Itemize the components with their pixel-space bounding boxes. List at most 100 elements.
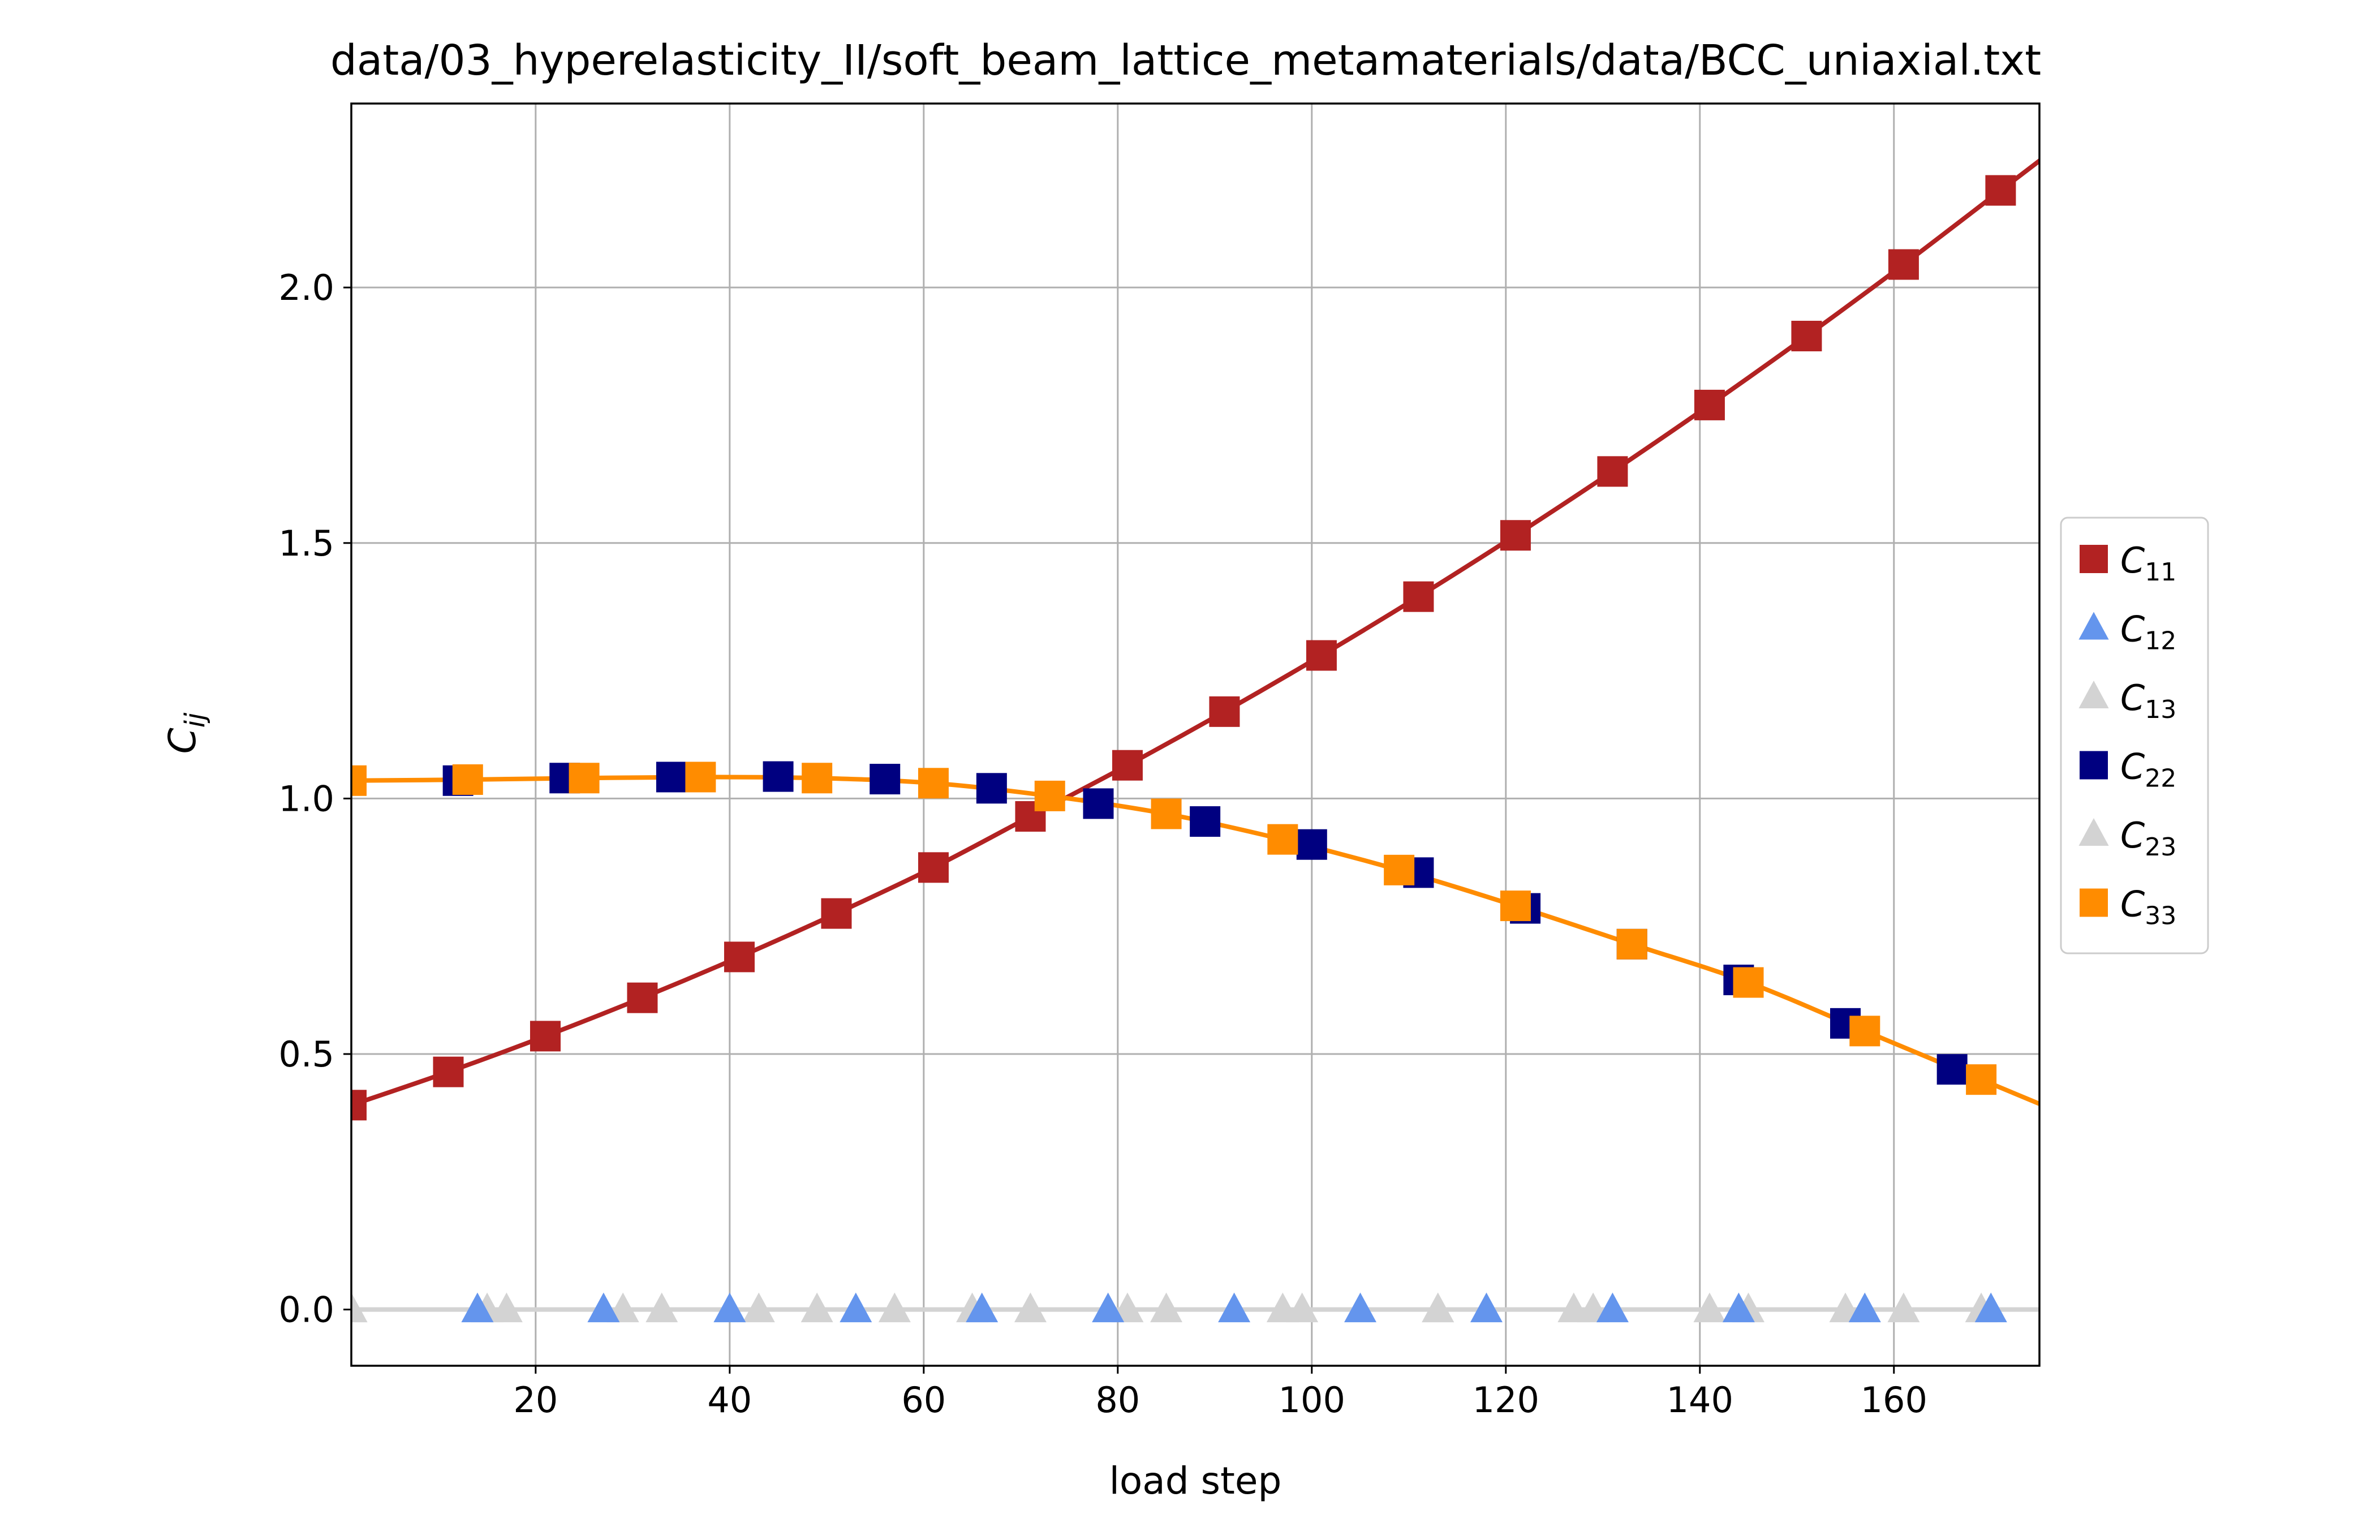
point-c-22	[656, 762, 687, 793]
point-c-22	[976, 773, 1007, 804]
legend-marker-square	[2080, 545, 2108, 573]
legend-entry-c-12: C12	[2078, 609, 2176, 656]
point-c-11	[351, 1090, 367, 1121]
legend-label: C12	[2120, 609, 2176, 656]
point-c-11	[530, 1021, 561, 1052]
x-tick-label: 100	[1279, 1379, 1345, 1421]
point-c-33	[1267, 824, 1298, 855]
point-c-12	[1470, 1292, 1503, 1323]
point-c-23	[490, 1292, 523, 1323]
point-c-23	[1887, 1292, 1920, 1323]
chart-title: data/03_hyperelasticity_II/soft_beam_lat…	[330, 36, 2041, 85]
legend-marker-square	[2080, 888, 2108, 917]
point-c-12	[587, 1292, 620, 1323]
point-c-23	[645, 1292, 678, 1323]
x-tick-label: 140	[1667, 1379, 1733, 1421]
point-c-11	[1888, 249, 1919, 280]
x-axis-label: load step	[1109, 1459, 1282, 1503]
legend-marker-triangle	[2078, 681, 2109, 708]
point-c-12	[1722, 1292, 1755, 1323]
point-c-12	[1596, 1292, 1629, 1323]
point-c-11	[821, 898, 852, 929]
point-c-22	[1936, 1054, 1968, 1085]
point-c-13	[742, 1292, 775, 1323]
point-c-12	[1092, 1292, 1125, 1323]
point-c-11	[1209, 696, 1240, 727]
legend-label: C11	[2120, 540, 2176, 587]
point-c-12	[1848, 1292, 1881, 1323]
legend-entry-c-23: C23	[2078, 815, 2176, 862]
x-tick-label: 40	[707, 1379, 752, 1421]
point-c-22	[763, 761, 794, 792]
legend-label: C23	[2120, 815, 2176, 862]
point-c-12	[1344, 1292, 1377, 1323]
point-c-11	[918, 852, 949, 883]
legend-entry-c-33: C33	[2080, 884, 2176, 931]
legend-entry-c-22: C22	[2080, 746, 2176, 793]
point-c-23	[800, 1292, 833, 1323]
point-c-33	[569, 763, 600, 794]
y-tick-label: 2.0	[278, 267, 334, 308]
point-c-11	[1694, 389, 1725, 420]
point-c-23	[1266, 1292, 1299, 1323]
point-c-13	[1014, 1292, 1047, 1323]
point-c-33	[802, 763, 833, 794]
point-c-11	[627, 982, 658, 1013]
point-c-22	[870, 764, 901, 795]
point-c-11	[1306, 640, 1337, 671]
legend-marker-triangle	[2078, 612, 2109, 640]
x-tick-label: 160	[1861, 1379, 1927, 1421]
x-tick-label: 20	[513, 1379, 558, 1421]
point-c-22	[1190, 806, 1221, 837]
point-c-11	[1500, 520, 1531, 551]
point-c-12	[461, 1292, 494, 1323]
point-c-22	[1296, 829, 1327, 860]
y-tick-label: 0.0	[278, 1289, 334, 1331]
point-c-33	[1034, 780, 1065, 811]
point-c-13	[1693, 1292, 1726, 1323]
legend: C11 C12 C13 C22 C23 C33	[2060, 517, 2209, 954]
point-c-12	[840, 1292, 872, 1323]
point-c-12	[966, 1292, 999, 1323]
legend-label: C13	[2120, 677, 2176, 724]
point-c-11	[1403, 581, 1434, 612]
point-c-13	[1150, 1292, 1183, 1323]
point-c-33	[1966, 1064, 1997, 1095]
y-tick-label: 1.0	[278, 778, 334, 819]
point-c-11	[724, 941, 755, 973]
point-c-23	[1422, 1292, 1454, 1323]
legend-entry-c-11: C11	[2080, 540, 2176, 587]
point-c-33	[351, 765, 367, 796]
x-axis-ticks: 20 40 60 80 100 120 140 160	[513, 1366, 1927, 1421]
legend-marker-square	[2080, 751, 2108, 780]
x-tick-label: 80	[1095, 1379, 1140, 1421]
legend-label: C33	[2120, 884, 2176, 931]
plot-frame	[350, 102, 2041, 1367]
point-c-33	[1151, 798, 1182, 829]
point-c-23	[351, 1292, 368, 1323]
y-axis-ticks: 0.0 0.5 1.0 1.5 2.0	[278, 267, 351, 1331]
point-c-11	[1112, 750, 1143, 781]
series-markers	[351, 175, 2016, 1323]
point-c-33	[1616, 928, 1647, 960]
point-c-22	[1083, 788, 1114, 819]
point-c-11	[1791, 320, 1822, 351]
point-c-33	[1849, 1016, 1880, 1047]
point-c-12	[1218, 1292, 1251, 1323]
point-c-33	[1384, 854, 1415, 885]
point-c-11	[433, 1056, 464, 1087]
point-c-11	[1985, 175, 2016, 206]
point-c-33	[452, 764, 483, 795]
point-c-33	[685, 762, 716, 793]
y-tick-label: 1.5	[278, 523, 334, 564]
legend-label: C22	[2120, 746, 2176, 793]
legend-entry-c-13: C13	[2078, 677, 2176, 724]
x-tick-label: 120	[1473, 1379, 1539, 1421]
point-c-12	[713, 1292, 746, 1323]
point-c-33	[1733, 967, 1764, 998]
legend-marker-triangle	[2078, 818, 2109, 846]
point-c-11	[1597, 456, 1628, 487]
